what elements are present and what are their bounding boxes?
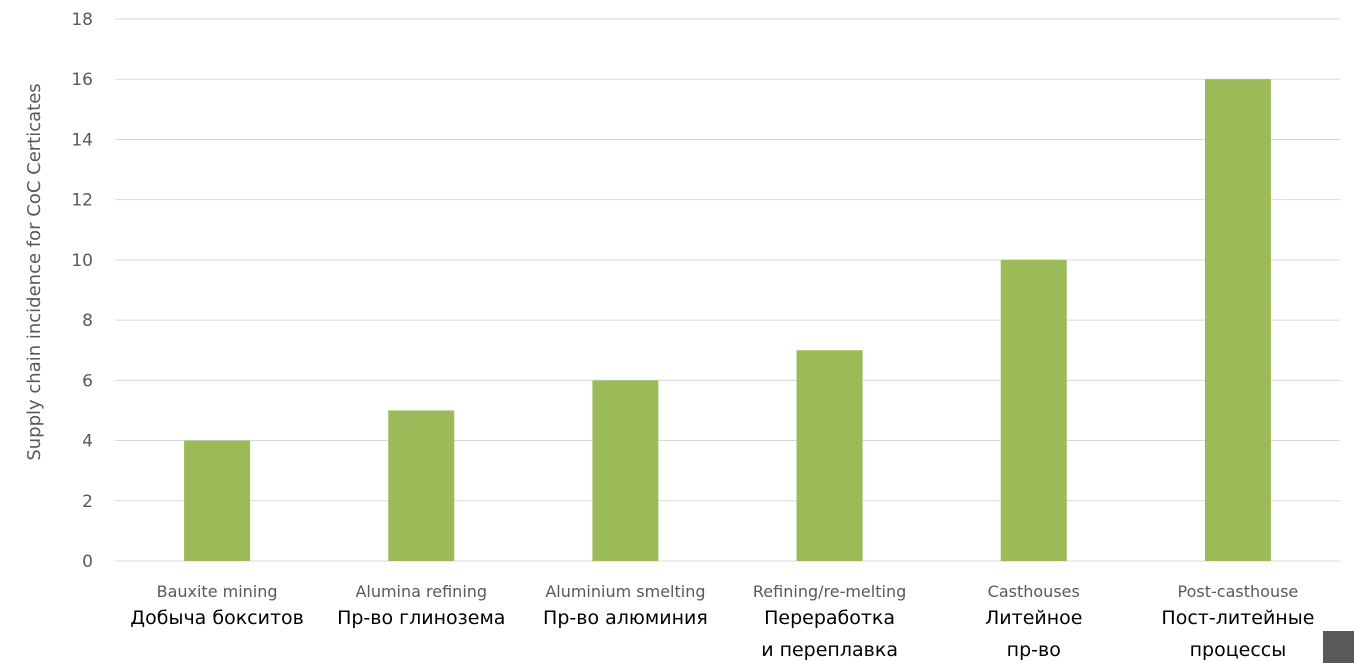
- gridlines: [115, 18, 1340, 562]
- y-tick-label: 2: [82, 492, 93, 512]
- x-axis-labels: Bauxite mining Добыча бокситов Alumina ref…: [130, 582, 1314, 661]
- bar-0: [184, 440, 251, 561]
- x-category-label: Bauxite mining: [157, 582, 278, 601]
- bar-3: [796, 350, 863, 561]
- x-category-label: Casthouses: [988, 582, 1080, 601]
- y-axis-title: Supply chain incidence for CoC Certicate…: [24, 83, 45, 460]
- bar-4: [1000, 259, 1067, 561]
- x-category-label-ru: Пр-во глинозема: [337, 607, 505, 629]
- y-tick-label: 4: [82, 432, 93, 452]
- x-category-label: Aluminium smelting: [545, 582, 705, 601]
- y-tick-label: 6: [82, 371, 93, 391]
- y-tick-label: 8: [82, 311, 93, 331]
- corner-square-marker: [1323, 631, 1354, 663]
- x-category-label-ru: и переплавка: [761, 639, 898, 661]
- x-category-label: Post-casthouse: [1178, 582, 1299, 601]
- x-category-label-ru: процессы: [1190, 639, 1287, 661]
- bar-2: [592, 380, 659, 561]
- x-category-label-ru: Пр-во алюминия: [543, 607, 708, 629]
- bar-5: [1204, 79, 1271, 561]
- y-tick-label: 12: [71, 191, 93, 211]
- y-tick-label: 0: [82, 552, 93, 572]
- y-tick-label: 10: [71, 251, 93, 271]
- y-axis-ticks: 0 2 4 6 8 10 12 14 16 18: [71, 10, 93, 572]
- y-tick-label: 18: [71, 10, 93, 30]
- x-category-label-ru: Переработка: [764, 607, 895, 629]
- x-category-label: Alumina refining: [355, 582, 487, 601]
- x-category-label-ru: Добыча бокситов: [130, 607, 304, 629]
- x-category-label-ru: пр-во: [1007, 639, 1061, 661]
- bar-1: [388, 410, 455, 561]
- x-category-label: Refining/re-melting: [753, 582, 906, 601]
- y-tick-label: 16: [71, 70, 93, 90]
- bars: [184, 79, 1271, 561]
- x-category-label-ru: Пост-литейные: [1161, 607, 1314, 629]
- x-category-label-ru: Литейное: [985, 607, 1082, 629]
- y-tick-label: 14: [71, 130, 93, 150]
